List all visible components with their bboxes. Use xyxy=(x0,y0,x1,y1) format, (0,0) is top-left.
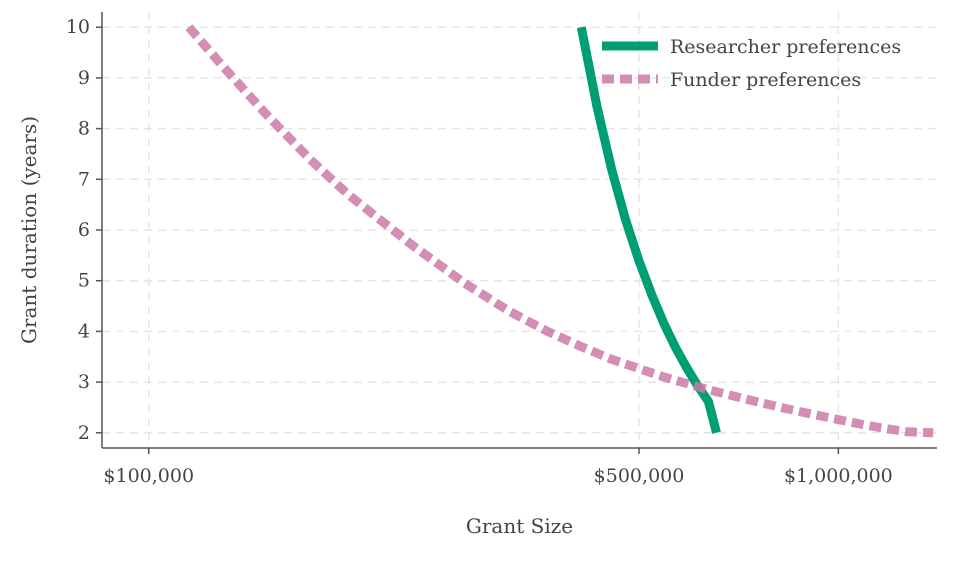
y-tick-label: 10 xyxy=(66,16,90,38)
x-tick-label: $500,000 xyxy=(594,465,685,487)
legend-label: Researcher preferences xyxy=(670,36,901,58)
y-tick-label: 3 xyxy=(78,371,90,393)
y-tick-label: 7 xyxy=(78,168,90,190)
legend-label: Funder preferences xyxy=(670,69,861,91)
y-ticks: 2 3 4 5 6 7 8 9 10 xyxy=(66,16,102,444)
y-tick-label: 2 xyxy=(78,422,90,444)
y-tick-label: 8 xyxy=(78,118,90,140)
grid xyxy=(102,12,937,448)
y-tick-label: 5 xyxy=(78,270,90,292)
y-tick-label: 6 xyxy=(78,219,90,241)
series-line-funder xyxy=(185,24,934,438)
series-group xyxy=(185,24,934,438)
x-axis-title: Grant Size xyxy=(466,514,573,538)
x-tick-label: $100,000 xyxy=(103,465,194,487)
y-tick-label: 4 xyxy=(78,320,90,342)
y-tick-label: 9 xyxy=(78,67,90,89)
x-ticks: $100,000 $500,000 $1,000,000 xyxy=(103,448,893,487)
legend: Researcher preferences Funder preferences xyxy=(602,36,901,91)
y-axis-title: Grant duration (years) xyxy=(17,116,41,344)
x-tick-label: $1,000,000 xyxy=(784,465,893,487)
